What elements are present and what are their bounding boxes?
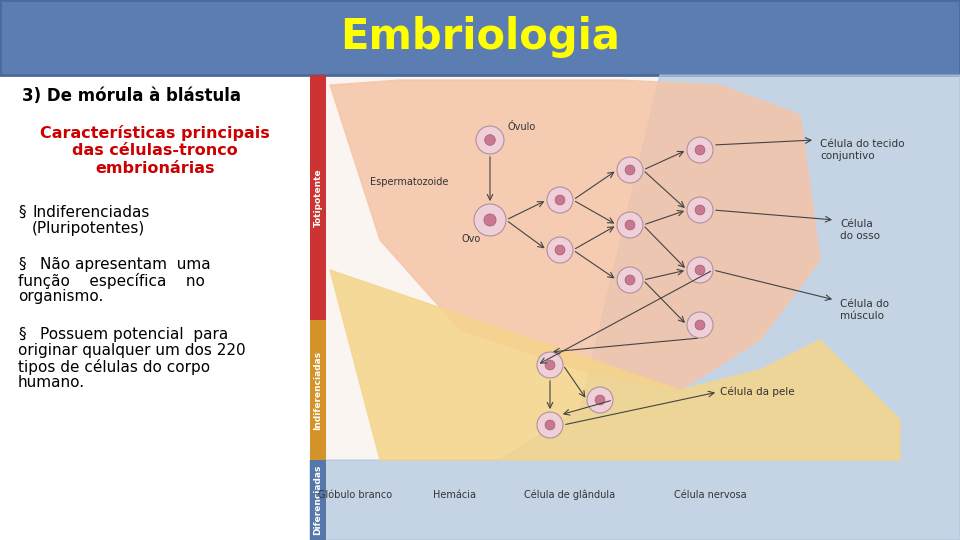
FancyBboxPatch shape — [310, 75, 960, 540]
Text: Glóbulo branco: Glóbulo branco — [318, 490, 392, 500]
Circle shape — [537, 352, 563, 378]
Text: Indiferenciadas: Indiferenciadas — [314, 350, 323, 429]
Text: humano.: humano. — [18, 375, 85, 390]
Text: Espermatozoide: Espermatozoide — [370, 177, 448, 187]
Text: Célula
do osso: Célula do osso — [840, 219, 880, 241]
Text: §: § — [18, 257, 26, 272]
Polygon shape — [330, 80, 820, 390]
Circle shape — [687, 137, 713, 163]
Text: Totipotente: Totipotente — [314, 168, 323, 227]
Text: Embriologia: Embriologia — [340, 17, 620, 58]
Circle shape — [545, 360, 555, 370]
Circle shape — [595, 395, 605, 405]
Circle shape — [617, 157, 643, 183]
Text: Hemácia: Hemácia — [434, 490, 476, 500]
Circle shape — [484, 214, 496, 226]
Circle shape — [537, 412, 563, 438]
Text: Diferenciadas: Diferenciadas — [314, 465, 323, 535]
FancyBboxPatch shape — [310, 460, 326, 540]
Text: Ovo: Ovo — [462, 234, 481, 244]
Circle shape — [695, 145, 705, 155]
Text: §: § — [18, 205, 26, 220]
FancyBboxPatch shape — [310, 75, 326, 320]
Text: originar qualquer um dos 220: originar qualquer um dos 220 — [18, 343, 246, 358]
Text: Célula do tecido
conjuntivo: Célula do tecido conjuntivo — [820, 139, 904, 161]
Text: Célula de glândula: Célula de glândula — [524, 489, 615, 500]
Circle shape — [555, 245, 564, 255]
Circle shape — [547, 187, 573, 213]
Circle shape — [617, 212, 643, 238]
Text: função    específica    no: função específica no — [18, 273, 204, 289]
Text: §: § — [18, 327, 26, 342]
Text: Célula do
músculo: Célula do músculo — [840, 299, 889, 321]
Polygon shape — [330, 270, 900, 460]
Circle shape — [547, 237, 573, 263]
Circle shape — [687, 257, 713, 283]
Text: (Pluripotentes): (Pluripotentes) — [32, 221, 145, 236]
Text: Célula nervosa: Célula nervosa — [674, 490, 746, 500]
FancyBboxPatch shape — [0, 0, 960, 75]
Text: Possuem potencial  para: Possuem potencial para — [40, 327, 228, 342]
Circle shape — [587, 387, 613, 413]
Text: embrionárias: embrionárias — [95, 161, 215, 176]
Circle shape — [695, 265, 705, 275]
Circle shape — [625, 220, 635, 230]
Text: organismo.: organismo. — [18, 289, 104, 304]
Text: tipos de células do corpo: tipos de células do corpo — [18, 359, 210, 375]
Circle shape — [695, 320, 705, 330]
Circle shape — [687, 312, 713, 338]
FancyBboxPatch shape — [310, 320, 326, 460]
Text: das células-tronco: das células-tronco — [72, 143, 238, 158]
Polygon shape — [310, 75, 960, 540]
Text: Não apresentam  uma: Não apresentam uma — [40, 257, 210, 272]
Circle shape — [625, 275, 635, 285]
Circle shape — [476, 126, 504, 154]
Text: 3) De mórula à blástula: 3) De mórula à blástula — [22, 87, 241, 105]
Circle shape — [625, 165, 635, 175]
Circle shape — [545, 420, 555, 430]
Circle shape — [485, 134, 495, 145]
Circle shape — [555, 195, 564, 205]
Text: Características principais: Características principais — [40, 125, 270, 141]
Text: Indiferenciadas: Indiferenciadas — [32, 205, 150, 220]
Circle shape — [687, 197, 713, 223]
Text: Célula da pele: Célula da pele — [720, 387, 795, 397]
Text: Óvulo: Óvulo — [508, 122, 537, 132]
Circle shape — [695, 205, 705, 215]
Circle shape — [474, 204, 506, 236]
Circle shape — [617, 267, 643, 293]
